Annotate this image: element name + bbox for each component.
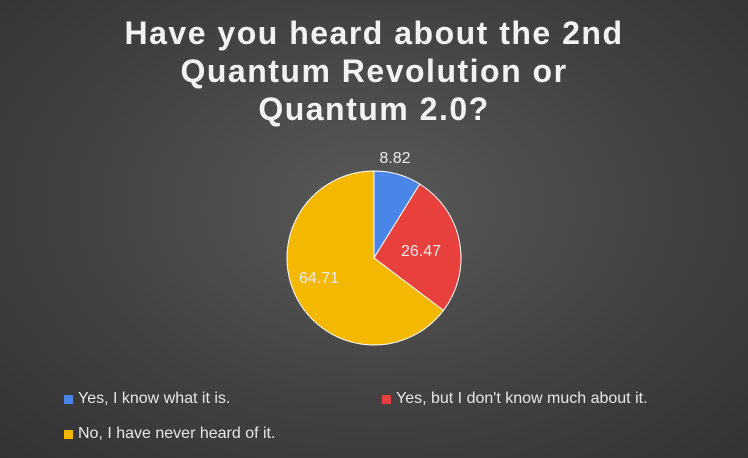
data-label-yes-not-much: 26.47 (401, 243, 441, 260)
chart-title: Have you heard about the 2nd Quantum Rev… (0, 14, 748, 128)
chart-title-line-3: Quantum 2.0? (258, 91, 490, 127)
data-label-never-heard: 64.71 (299, 270, 339, 287)
data-label-yes-know: 8.82 (379, 150, 410, 167)
pie-slice-never-heard (286, 170, 445, 346)
chart-title-line-1: Have you heard about the 2nd (124, 15, 624, 51)
pie-slice-yes-not-much (373, 183, 462, 312)
chart-title-line-2: Quantum Revolution or (180, 53, 568, 89)
